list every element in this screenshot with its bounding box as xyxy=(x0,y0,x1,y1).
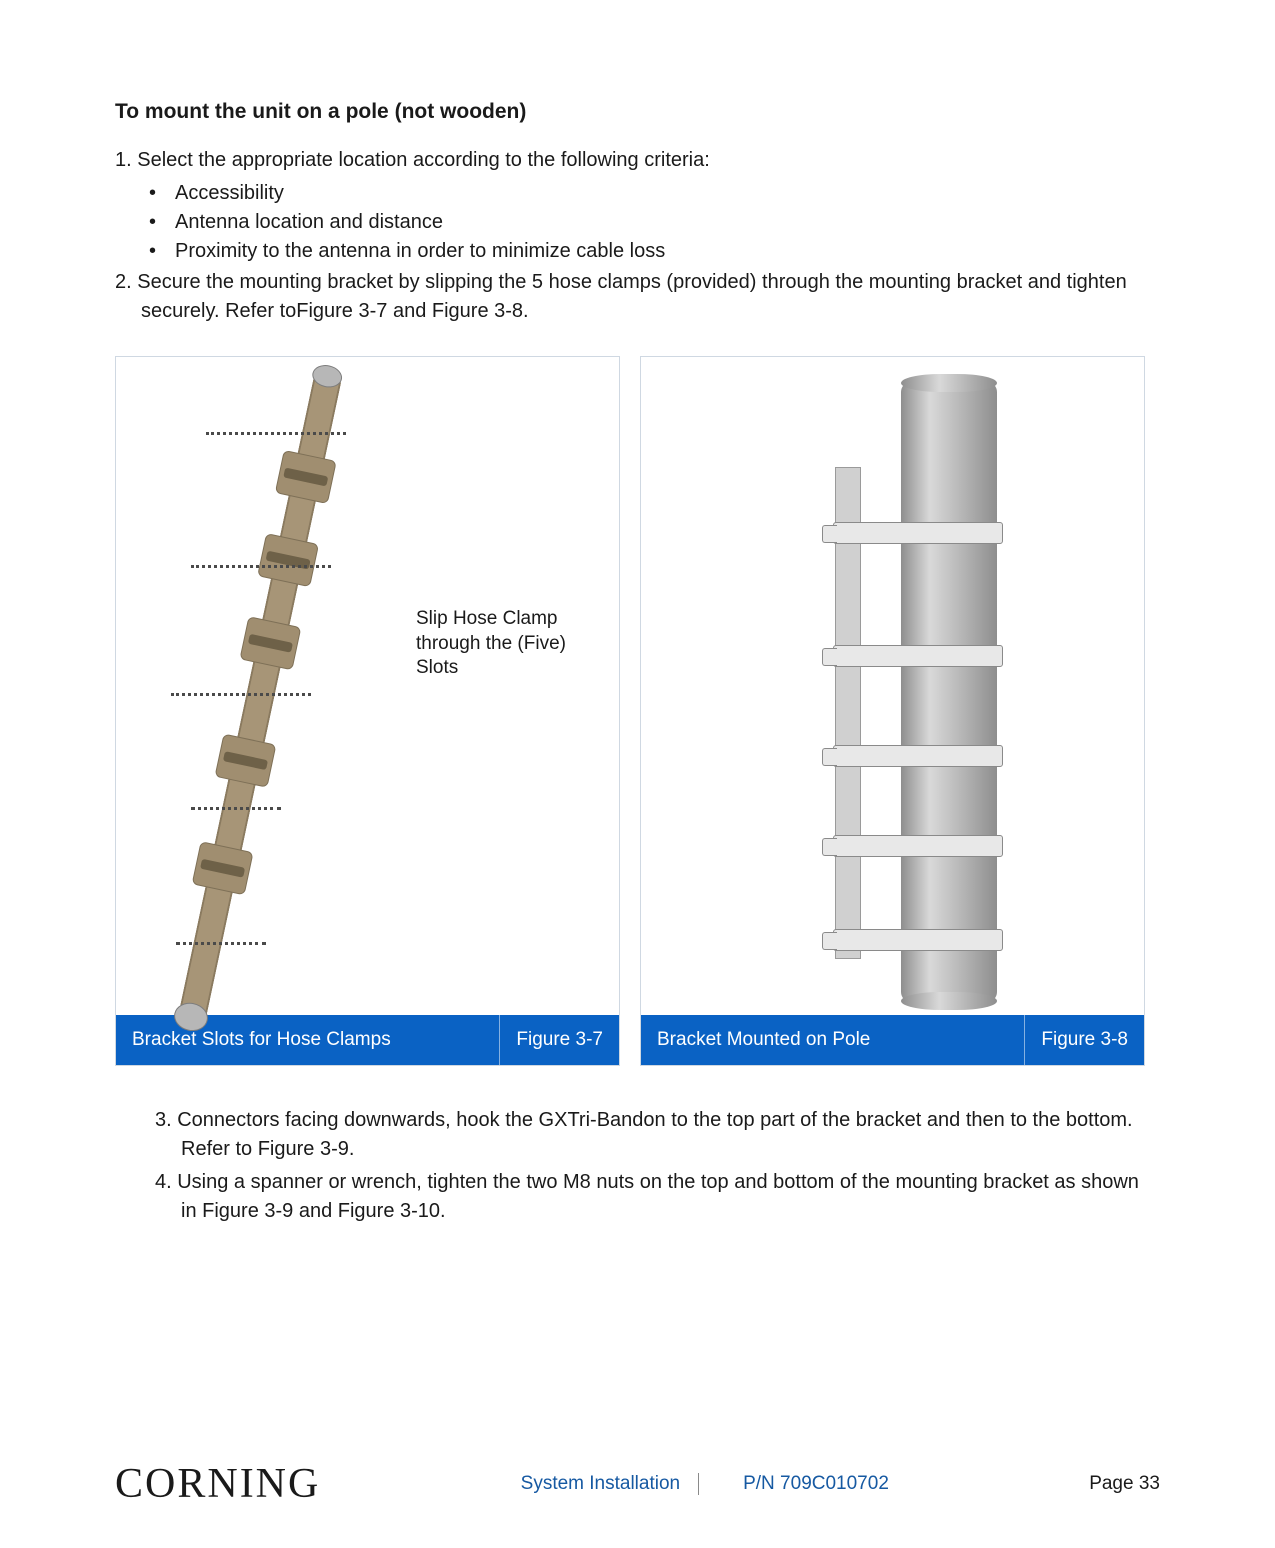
guide-line xyxy=(191,565,331,568)
bullet-proximity: Proximity to the antenna in order to min… xyxy=(149,237,1160,266)
pole-illustration xyxy=(901,382,997,1002)
guide-line xyxy=(171,693,311,696)
figure-row: Slip Hose Clamp through the (Five) Slots… xyxy=(115,356,1160,1066)
footer-page-number: Page 33 xyxy=(1089,1473,1160,1495)
hose-clamp xyxy=(833,645,1003,667)
caption-left-title: Bracket Slots for Hose Clamps xyxy=(116,1015,500,1065)
guide-line xyxy=(176,942,266,945)
step-1: 1. Select the appropriate location accor… xyxy=(115,146,1160,175)
footer-section: System Installation xyxy=(521,1473,699,1495)
hose-clamp xyxy=(833,522,1003,544)
caption-right-title: Bracket Mounted on Pole xyxy=(641,1015,1025,1065)
annotation-hose-clamp: Slip Hose Clamp through the (Five) Slots xyxy=(416,607,586,681)
section-heading: To mount the unit on a pole (not wooden) xyxy=(115,100,1160,124)
caption-left-fig: Figure 3-7 xyxy=(500,1015,619,1065)
step-3: 3. Connectors facing downwards, hook the… xyxy=(155,1106,1160,1164)
figure-3-8: Bracket Mounted on Pole Figure 3-8 xyxy=(640,356,1145,1066)
figure-3-7: Slip Hose Clamp through the (Five) Slots… xyxy=(115,356,620,1066)
footer-part-number: P/N 709C010702 xyxy=(743,1473,889,1495)
hose-clamp xyxy=(833,835,1003,857)
bullet-antenna-location: Antenna location and distance xyxy=(149,208,1160,237)
bullet-accessibility: Accessibility xyxy=(149,179,1160,208)
step-4: 4. Using a spanner or wrench, tighten th… xyxy=(155,1168,1160,1226)
caption-right-fig: Figure 3-8 xyxy=(1025,1015,1144,1065)
guide-line xyxy=(206,432,346,435)
hose-clamp xyxy=(833,929,1003,951)
step-2: 2. Secure the mounting bracket by slippi… xyxy=(115,268,1160,326)
hose-clamp xyxy=(833,745,1003,767)
guide-line xyxy=(191,807,281,810)
brand-logo: CORNING xyxy=(115,1460,320,1508)
page-footer: CORNING System Installation P/N 709C0107… xyxy=(115,1460,1160,1508)
